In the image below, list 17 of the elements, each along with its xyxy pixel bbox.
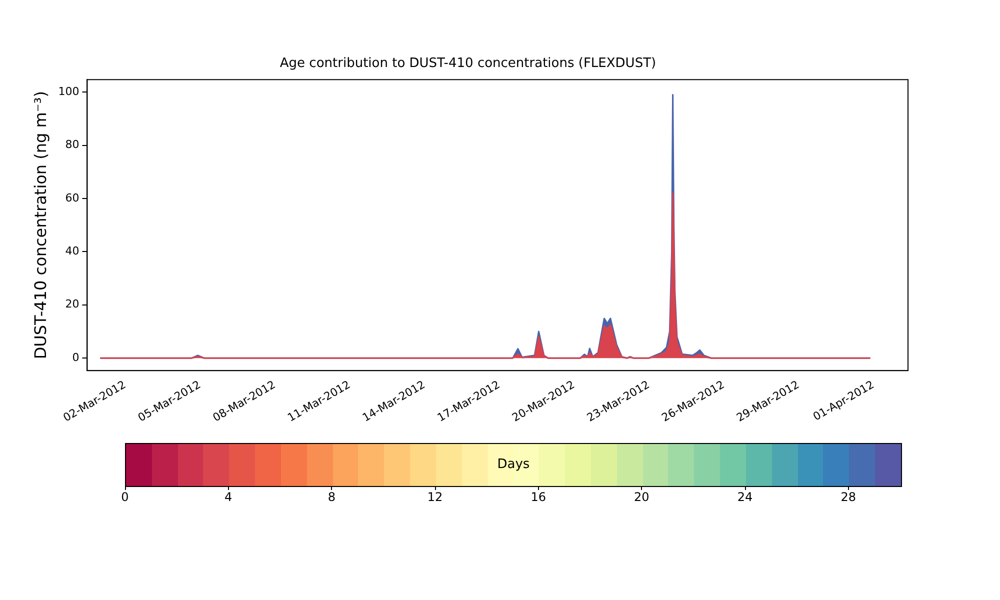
color-bar-label: 24 — [736, 489, 754, 504]
color-bar-title: Days — [496, 457, 531, 472]
color-bar-label: 4 — [224, 489, 234, 504]
y-tick-label: 80 — [65, 138, 80, 152]
y-tick-label: 40 — [65, 244, 80, 258]
chart-title: Age contribution to DUST-410 concentrations (FLEXDUST) — [280, 56, 656, 72]
color-bar-label: 16 — [530, 489, 547, 504]
y-tick-label: 0 — [72, 350, 80, 364]
color-bar-label: 0 — [120, 489, 130, 504]
color-bar-label: 28 — [840, 489, 857, 504]
y-tick-label: 100 — [58, 84, 80, 98]
y-tick-label: 60 — [65, 191, 80, 204]
y-axis-title: DUST-410 concentration (ng m⁻³) — [30, 91, 50, 360]
y-tick-label: 20 — [65, 298, 80, 311]
color-bar-label: 8 — [326, 489, 336, 504]
color-bar-label: 20 — [633, 489, 650, 504]
color-bar-label: 12 — [426, 489, 444, 504]
